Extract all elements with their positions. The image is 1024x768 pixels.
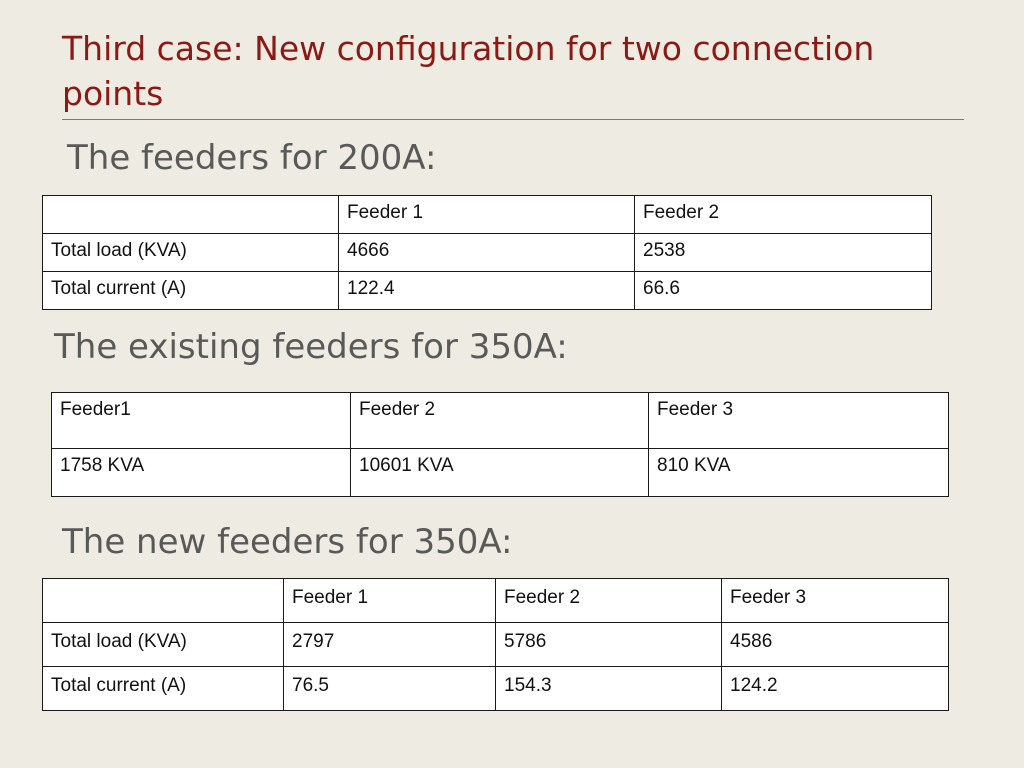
table-header-cell	[42, 578, 284, 623]
table-row: Total current (A) 76.5 154.3 124.2	[42, 666, 949, 711]
table-header-cell: Feeder 1	[283, 578, 496, 623]
existing-feeders-350a-table: Feeder1 Feeder 2 Feeder 3 1758 KVA 10601…	[51, 392, 949, 497]
table-cell: 154.3	[495, 666, 722, 711]
table-row: Total load (KVA) 2797 5786 4586	[42, 622, 949, 667]
table-cell: 122.4	[338, 271, 635, 310]
table-cell: 76.5	[283, 666, 496, 711]
section-heading-existing-350a: The existing feeders for 350A:	[54, 327, 568, 367]
table-header-cell: Feeder 2	[350, 392, 649, 449]
table-header-cell: Feeder1	[51, 392, 351, 449]
table-row-label: Total current (A)	[42, 666, 284, 711]
slide-title: Third case: New configuration for two co…	[62, 29, 875, 113]
table-cell: 1758 KVA	[51, 448, 351, 497]
table-cell: 10601 KVA	[350, 448, 649, 497]
table-cell: 4586	[721, 622, 949, 667]
table-row: Total current (A) 122.4 66.6	[42, 271, 932, 310]
title-divider	[62, 119, 964, 120]
section-heading-new-350a: The new feeders for 350A:	[62, 522, 513, 562]
table-row-label: Total current (A)	[42, 271, 339, 310]
table-header-cell: Feeder 3	[721, 578, 949, 623]
table-header-row: Feeder1 Feeder 2 Feeder 3	[51, 392, 949, 449]
table-row-label: Total load (KVA)	[42, 233, 339, 272]
new-feeders-350a-table: Feeder 1 Feeder 2 Feeder 3 Total load (K…	[42, 578, 949, 711]
table-cell: 4666	[338, 233, 635, 272]
section-heading-200a: The feeders for 200A:	[67, 138, 437, 178]
table-row-label: Total load (KVA)	[42, 622, 284, 667]
table-header-cell: Feeder 1	[338, 195, 635, 234]
table-header-row: Feeder 1 Feeder 2 Feeder 3	[42, 578, 949, 623]
table-cell: 810 KVA	[648, 448, 949, 497]
table-cell: 124.2	[721, 666, 949, 711]
table-header-cell	[42, 195, 339, 234]
table-row: Total load (KVA) 4666 2538	[42, 233, 932, 272]
table-header-cell: Feeder 2	[634, 195, 932, 234]
table-header-cell: Feeder 3	[648, 392, 949, 449]
table-cell: 5786	[495, 622, 722, 667]
table-cell: 2797	[283, 622, 496, 667]
table-cell: 2538	[634, 233, 932, 272]
table-row: 1758 KVA 10601 KVA 810 KVA	[51, 448, 949, 497]
table-header-cell: Feeder 2	[495, 578, 722, 623]
feeders-200a-table: Feeder 1 Feeder 2 Total load (KVA) 4666 …	[42, 195, 932, 310]
table-header-row: Feeder 1 Feeder 2	[42, 195, 932, 234]
table-cell: 66.6	[634, 271, 932, 310]
